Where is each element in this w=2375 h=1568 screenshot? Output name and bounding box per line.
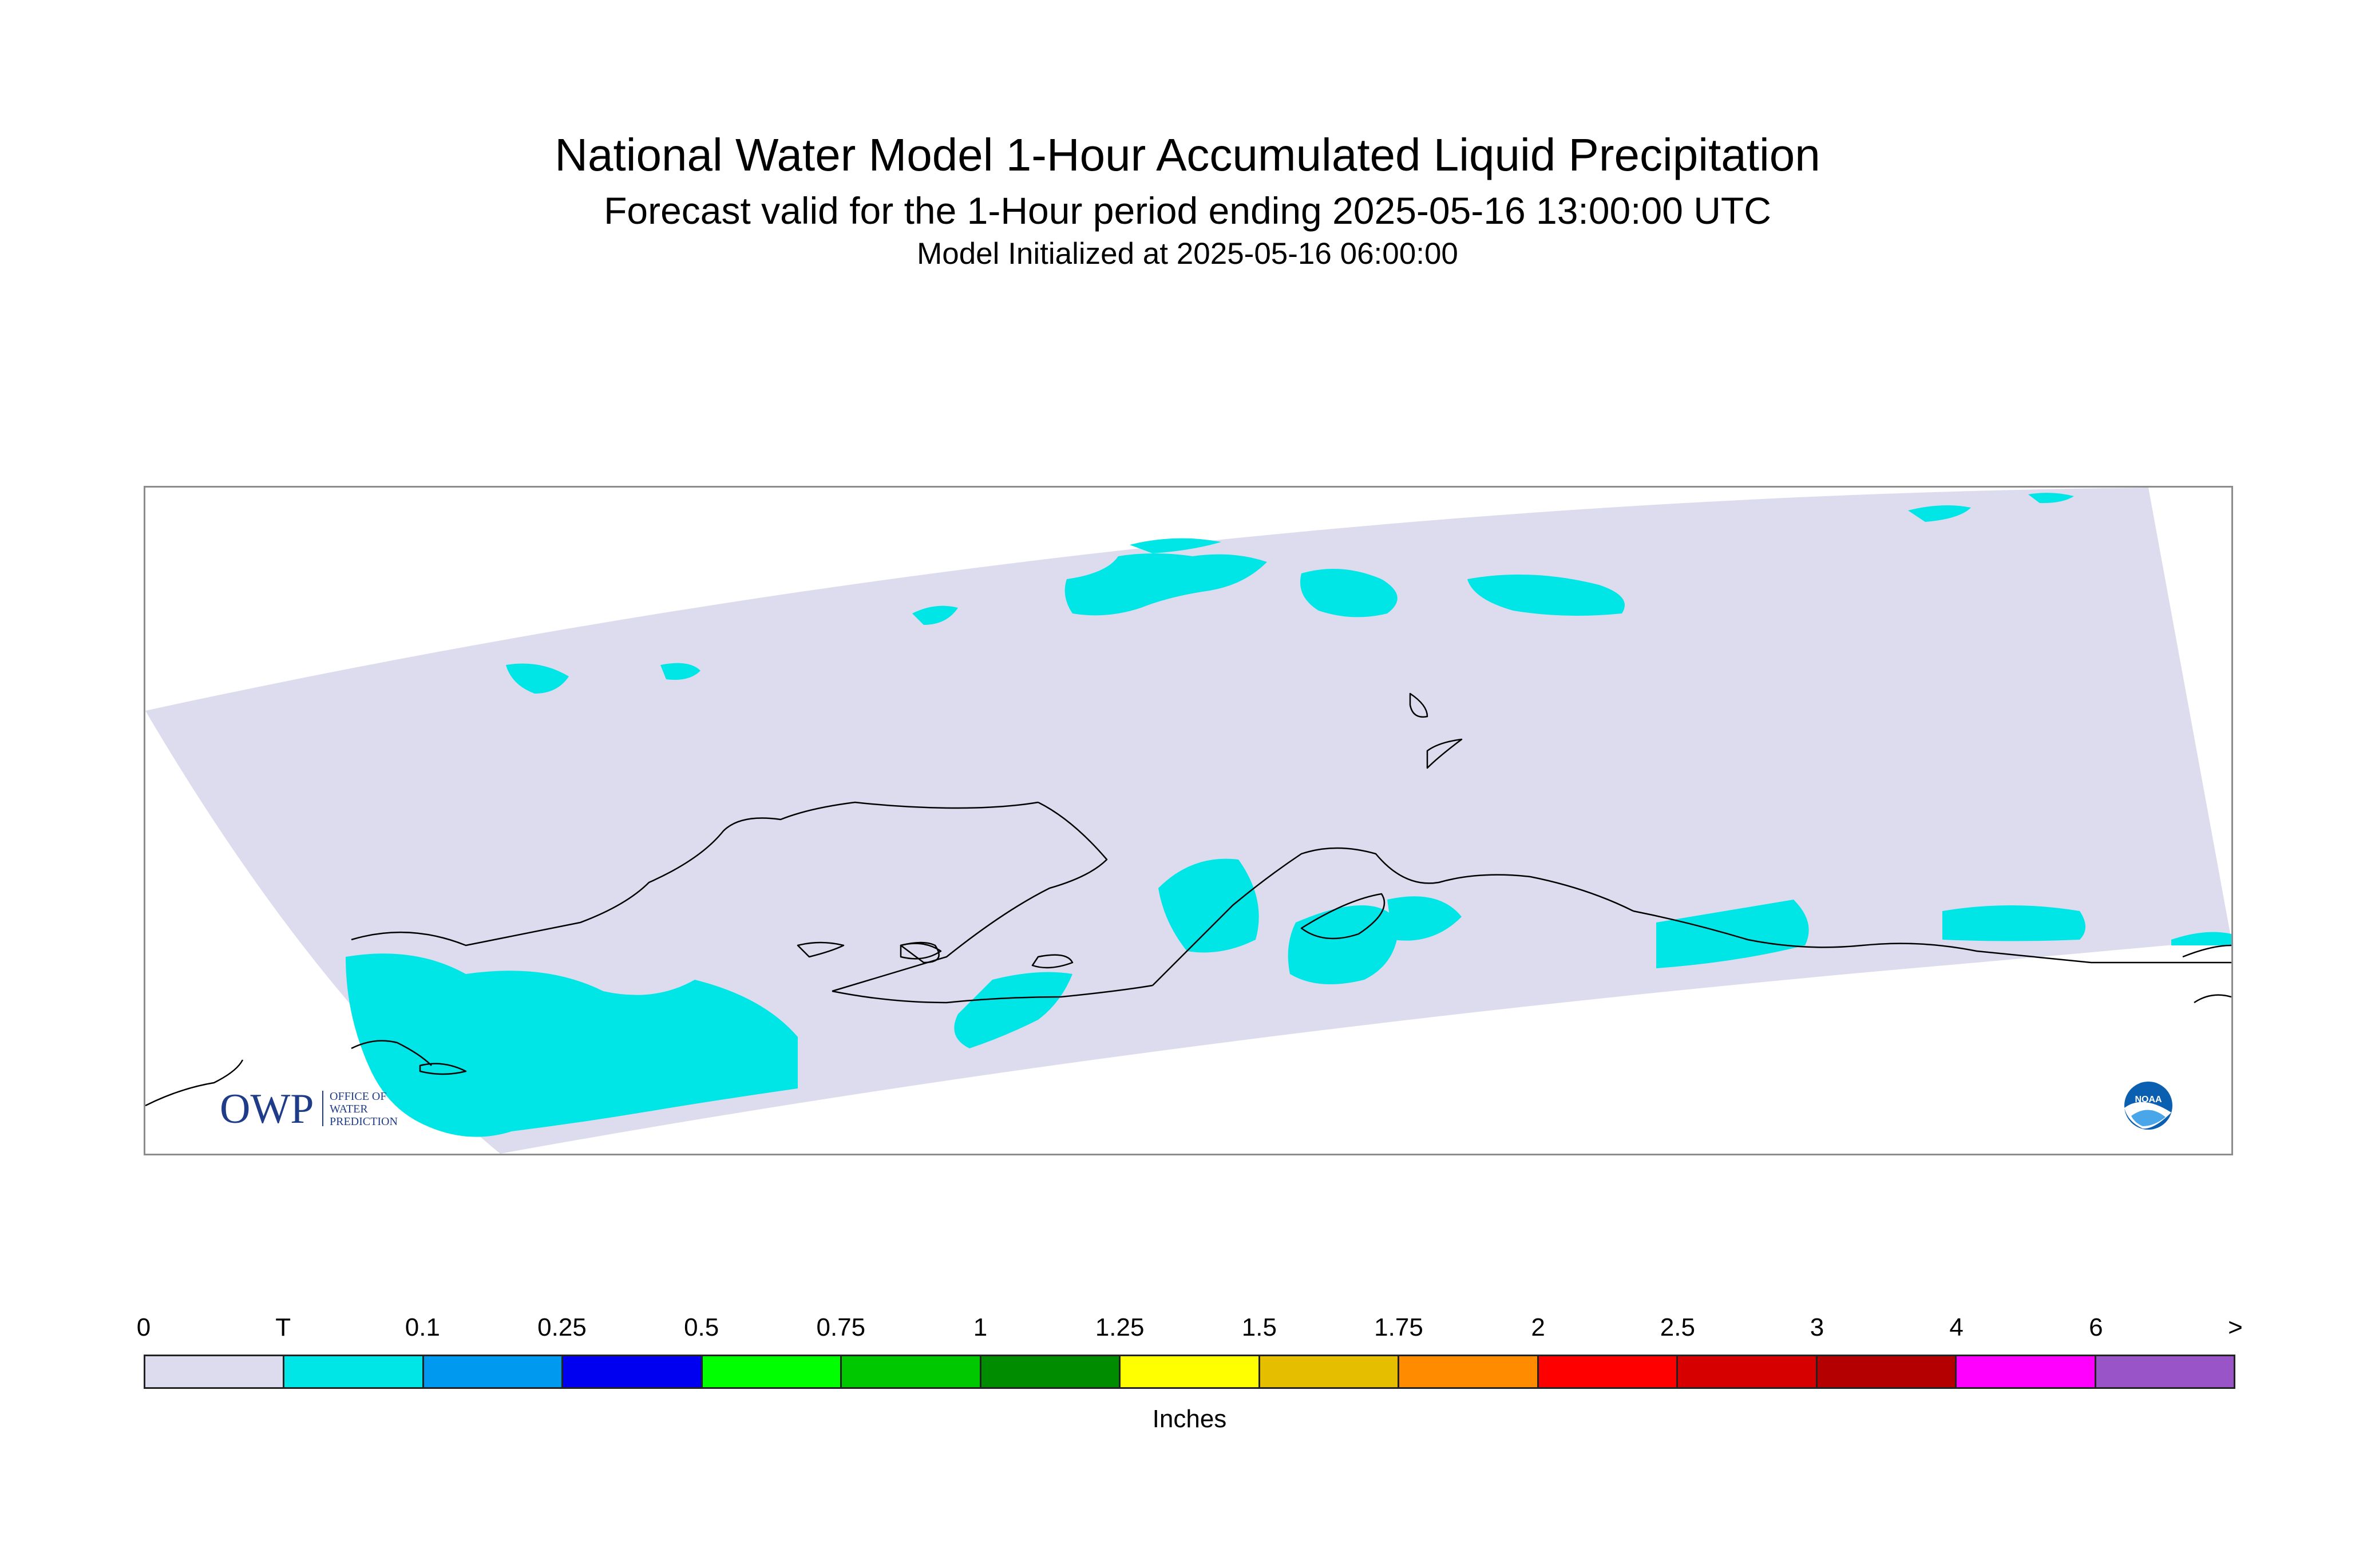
coastline-lake [797,941,845,958]
precip-area [1467,575,1625,616]
legend-tick-label: 1 [973,1313,988,1341]
precip-area [506,663,569,694]
model-init-line: Model Initialized at 2025-05-16 06:00:00 [917,237,1458,271]
legend-tick-label: 1.5 [1241,1313,1277,1341]
legend-swatch [1957,1356,2096,1387]
owp-logo-icon: OWP OFFICE OF WATER PREDICTION [220,1086,398,1133]
owp-logo-letters: OWP [220,1086,314,1133]
coastline-mainland [351,801,1039,947]
forecast-valid-subtitle: Forecast valid for the 1-Hour period end… [604,189,1771,232]
legend-tick-label: T [275,1313,291,1341]
coastline-island [1031,954,1074,969]
coastline-island [1409,692,1428,718]
color-legend: 0 T 0.1 0.25 0.5 0.75 1 1.25 1.5 1.75 2 2.5 3 4 6 > Inc… [137,1313,2243,1439]
coastline-alaska-peninsula [832,984,1153,1004]
legend-tick-label: 1.25 [1095,1313,1145,1341]
coastline-south-islands [145,1059,244,1107]
coastline-west-chukotka [351,1040,432,1066]
owp-logo-line: WATER [330,1103,368,1115]
legend-color-bar [144,1355,2235,1389]
legend-swatch [1121,1356,1260,1387]
legend-tick-label: 0 [136,1313,151,1341]
owp-logo-line: OFFICE OF [330,1090,386,1103]
precip-area [1064,553,1267,616]
precip-area [1130,538,1221,553]
legend-swatch [423,1356,564,1387]
precip-area [1387,896,1462,941]
precip-area [2028,493,2074,504]
map-title: National Water Model 1-Hour Accumulated … [555,129,1820,180]
precip-area [1300,569,1398,617]
legend-tick-label: 0.1 [405,1313,440,1341]
coastlines [145,692,2231,1107]
precip-area [1656,900,1809,968]
precip-area [954,972,1072,1048]
noaa-logo-icon: NOAA [2124,1082,2172,1130]
model-domain [145,488,2231,1154]
precip-map: OWP OFFICE OF WATER PREDICTION NOAA [145,488,2231,1154]
legend-tick-label: 1.75 [1374,1313,1423,1341]
legend-tick-label: 0.25 [537,1313,587,1341]
coastline-bristol-bay [832,801,1108,992]
legend-swatch [981,1356,1121,1387]
coastline-south-islands [419,1063,467,1075]
precip-area [1158,858,1259,953]
coastline-cook-inlet [1152,847,1634,986]
coastline-gulf [1633,910,2231,964]
precip-area [912,605,958,625]
legend-swatch [2096,1356,2234,1387]
owp-logo-line: PREDICTION [330,1115,398,1128]
legend-swatch [1817,1356,1957,1387]
coastline-kodiak [1300,893,1386,940]
coastline-island [1426,738,1463,769]
legend-swatch [1399,1356,1539,1387]
legend-tick-label: > [2228,1313,2243,1341]
legend-swatch [563,1356,703,1387]
precip-area [660,663,700,680]
noaa-logo-letters: NOAA [2135,1095,2162,1104]
legend-tick-label: 4 [1949,1313,1964,1341]
legend-tick-label: 3 [1810,1313,1824,1341]
legend-swatch [702,1356,842,1387]
legend-unit-label: Inches [1152,1405,1227,1433]
legend-tick-label: 2.5 [1660,1313,1695,1341]
precip-area [2171,932,2231,945]
legend-swatch [1538,1356,1679,1387]
legend-swatch [842,1356,981,1387]
legend-swatch [1678,1356,1818,1387]
legend-swatch [284,1356,424,1387]
precip-area [386,1034,506,1129]
precip-area [1908,505,1971,522]
legend-swatch [1260,1356,1400,1387]
coastline-lake [900,941,940,964]
legend-tick-label: 2 [1531,1313,1545,1341]
legend-tick-label: 0.75 [816,1313,866,1341]
coastline-east-shore [2182,944,2231,958]
precip-area [1942,905,2085,941]
legend-swatch [145,1356,285,1387]
legend-tick-label: 0.5 [684,1313,719,1341]
map-panel: OWP OFFICE OF WATER PREDICTION NOAA [144,486,2233,1155]
coastline-east-shore [2194,994,2231,1004]
legend-tick-label: 6 [2089,1313,2103,1341]
precip-areas [346,493,2231,1137]
